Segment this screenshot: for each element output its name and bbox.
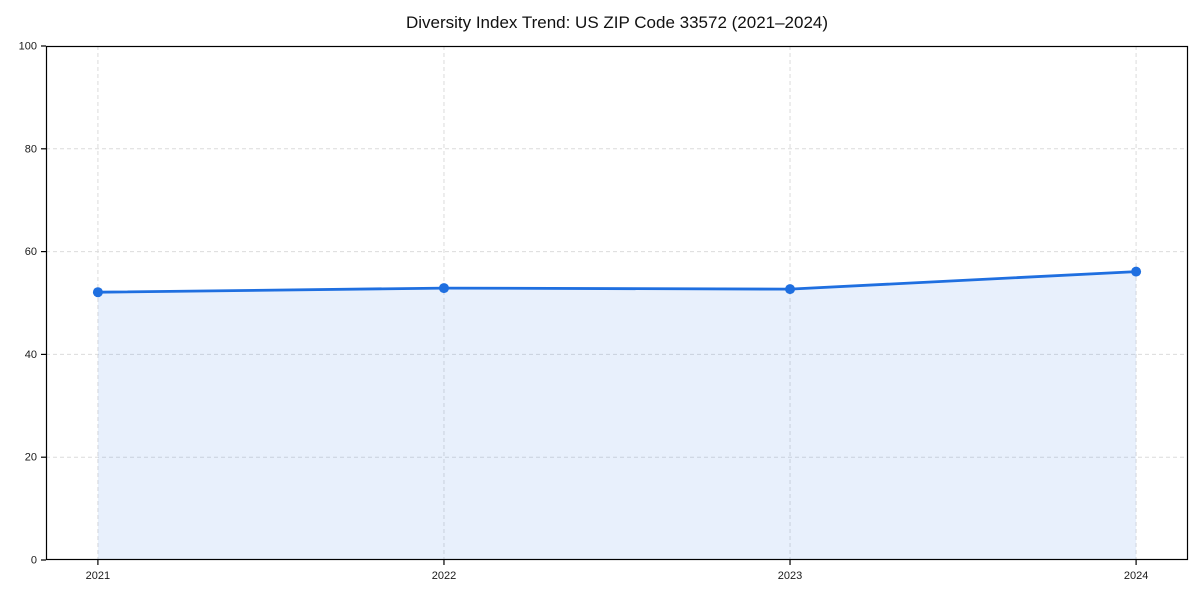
x-tick-label: 2023 — [778, 570, 802, 582]
x-tick-label: 2022 — [432, 570, 456, 582]
gridlines-group — [46, 46, 1188, 560]
y-tick-label: 80 — [25, 143, 37, 155]
data-line-group — [96, 270, 1138, 294]
data-point-2021 — [92, 287, 103, 298]
x-tick-label: 2021 — [86, 570, 110, 582]
y-tick-label: 100 — [19, 41, 37, 53]
y-tick-label: 60 — [25, 246, 37, 258]
data-point-2022 — [438, 283, 449, 294]
axis-ticks-group: 0 20 40 60 80 100 2021 2022 2023 2024 — [19, 41, 1149, 583]
plot-border — [45, 45, 1189, 561]
y-tick-label: 0 — [31, 555, 37, 567]
x-tick-label: 2024 — [1124, 570, 1148, 582]
plot-frame-group — [45, 45, 1189, 561]
chart-title: Diversity Index Trend: US ZIP Code 33572… — [406, 13, 828, 32]
data-points-group — [92, 266, 1142, 298]
data-point-2023 — [785, 284, 796, 295]
data-point-2024 — [1131, 266, 1142, 277]
series-area-fill — [97, 271, 1137, 560]
y-tick-label: 20 — [25, 452, 37, 464]
series-line — [96, 270, 1138, 294]
y-tick-label: 40 — [25, 349, 37, 361]
area-fill-group — [97, 271, 1137, 560]
